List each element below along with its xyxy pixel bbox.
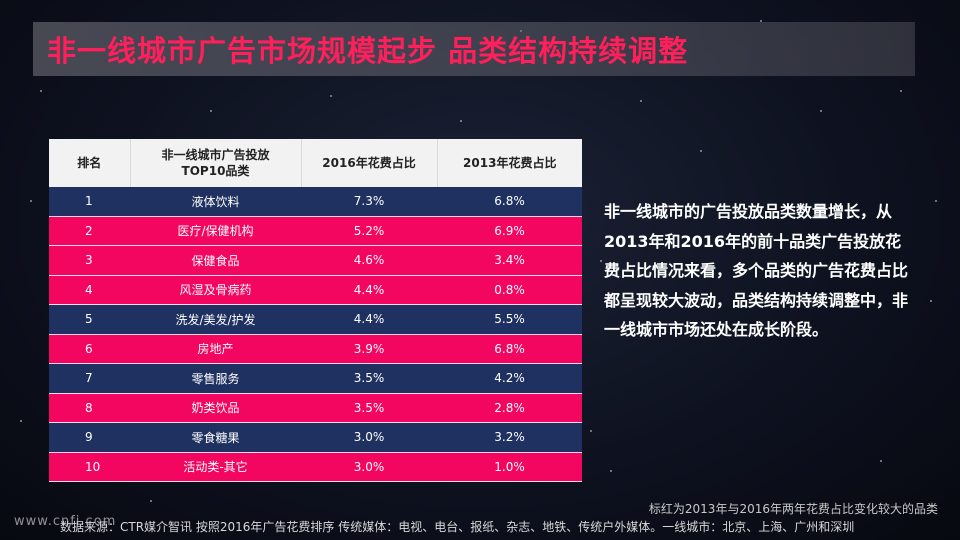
category-cell: 零售服务 xyxy=(130,363,301,394)
category-cell: 洗发/美发/护发 xyxy=(130,304,301,335)
rank-cell: 10 xyxy=(49,452,130,482)
star-dot xyxy=(930,300,932,302)
category-cell: 液体饮料 xyxy=(130,187,301,217)
share-2016-cell: 5.2% xyxy=(301,216,437,246)
category-table: 排名 非一线城市广告投放 TOP10品类 2016年花费占比 2013年花费占比… xyxy=(49,139,582,482)
share-2013-cell: 5.5% xyxy=(437,304,582,335)
table-row: 5 洗发/美发/护发 4.4% 5.5% xyxy=(49,304,582,335)
table-row: 6 房地产 3.9% 6.8% xyxy=(49,334,582,364)
star-dot xyxy=(600,260,602,262)
star-dot xyxy=(935,200,937,202)
share-2016-cell: 3.5% xyxy=(301,363,437,394)
star-dot xyxy=(590,430,592,432)
rank-cell: 2 xyxy=(49,216,130,246)
header-category: 非一线城市广告投放 TOP10品类 xyxy=(130,139,302,187)
star-dot xyxy=(150,500,152,502)
star-dot xyxy=(20,420,22,422)
category-cell: 房地产 xyxy=(130,334,301,364)
star-dot xyxy=(30,200,32,202)
share-2013-cell: 2.8% xyxy=(437,393,582,423)
category-cell: 零食糖果 xyxy=(130,422,301,453)
title-bar: 非一线城市广告市场规模起步 品类结构持续调整 xyxy=(33,22,915,76)
table-header-row: 排名 非一线城市广告投放 TOP10品类 2016年花费占比 2013年花费占比 xyxy=(49,139,582,187)
share-2016-cell: 4.4% xyxy=(301,304,437,335)
highlight-note: 标红为2013年与2016年两年花费占比变化较大的品类 xyxy=(648,502,938,516)
rank-cell: 6 xyxy=(49,334,130,364)
share-2013-cell: 0.8% xyxy=(437,275,582,305)
star-dot xyxy=(210,110,212,112)
header-rank: 排名 xyxy=(49,139,131,187)
category-cell: 奶类饮品 xyxy=(130,393,301,423)
header-2013-share: 2013年花费占比 xyxy=(437,139,582,187)
table-row: 3 保健食品 4.6% 3.4% xyxy=(49,245,582,276)
rank-cell: 1 xyxy=(49,187,130,217)
rank-cell: 7 xyxy=(49,363,130,394)
rank-cell: 8 xyxy=(49,393,130,423)
watermark: www.cnfi.com xyxy=(14,514,117,529)
star-dot xyxy=(700,150,702,152)
table-row: 1 液体饮料 7.3% 6.8% xyxy=(49,187,582,217)
share-2016-cell: 7.3% xyxy=(301,187,437,217)
star-dot xyxy=(330,95,332,97)
share-2016-cell: 3.0% xyxy=(301,452,437,482)
table-row: 2 医疗/保健机构 5.2% 6.9% xyxy=(49,216,582,246)
star-dot xyxy=(460,120,462,122)
star-dot xyxy=(880,460,882,462)
table-row: 8 奶类饮品 3.5% 2.8% xyxy=(49,393,582,423)
data-source: 数据来源：CTR媒介智讯 按照2016年广告花费排序 传统媒体：电视、电台、报纸… xyxy=(60,520,855,534)
share-2013-cell: 6.8% xyxy=(437,187,582,217)
star-dot xyxy=(900,90,902,92)
description-text: 非一线城市的广告投放品类数量增长，从2013年和2016年的前十品类广告投放花费… xyxy=(604,202,909,340)
share-2013-cell: 1.0% xyxy=(437,452,582,482)
share-2016-cell: 3.0% xyxy=(301,422,437,453)
share-2013-cell: 6.9% xyxy=(437,216,582,246)
share-2016-cell: 3.9% xyxy=(301,334,437,364)
star-dot xyxy=(820,110,822,112)
rank-cell: 9 xyxy=(49,422,130,453)
category-cell: 医疗/保健机构 xyxy=(130,216,301,246)
table-row: 7 零售服务 3.5% 4.2% xyxy=(49,363,582,394)
share-2013-cell: 3.4% xyxy=(437,245,582,276)
rank-cell: 4 xyxy=(49,275,130,305)
share-2013-cell: 6.8% xyxy=(437,334,582,364)
table-body: 1 液体饮料 7.3% 6.8% 2 医疗/保健机构 5.2% 6.9% 3 保健食品 4.6% 3.… xyxy=(49,187,582,482)
header-2016-share: 2016年花费占比 xyxy=(301,139,438,187)
share-2013-cell: 4.2% xyxy=(437,363,582,394)
category-cell: 活动类-其它 xyxy=(130,452,301,482)
rank-cell: 5 xyxy=(49,304,130,335)
star-dot xyxy=(640,100,642,102)
table-row: 10 活动类-其它 3.0% 1.0% xyxy=(49,452,582,482)
rank-cell: 3 xyxy=(49,245,130,276)
share-2013-cell: 3.2% xyxy=(437,422,582,453)
page-title: 非一线城市广告市场规模起步 品类结构持续调整 xyxy=(47,34,689,68)
star-dot xyxy=(610,470,612,472)
share-2016-cell: 4.4% xyxy=(301,275,437,305)
category-cell: 保健食品 xyxy=(130,245,301,276)
table-row: 9 零食糖果 3.0% 3.2% xyxy=(49,422,582,453)
share-2016-cell: 3.5% xyxy=(301,393,437,423)
star-dot xyxy=(40,90,42,92)
table-row: 4 风湿及骨病药 4.4% 0.8% xyxy=(49,275,582,305)
share-2016-cell: 4.6% xyxy=(301,245,437,276)
category-cell: 风湿及骨病药 xyxy=(130,275,301,305)
